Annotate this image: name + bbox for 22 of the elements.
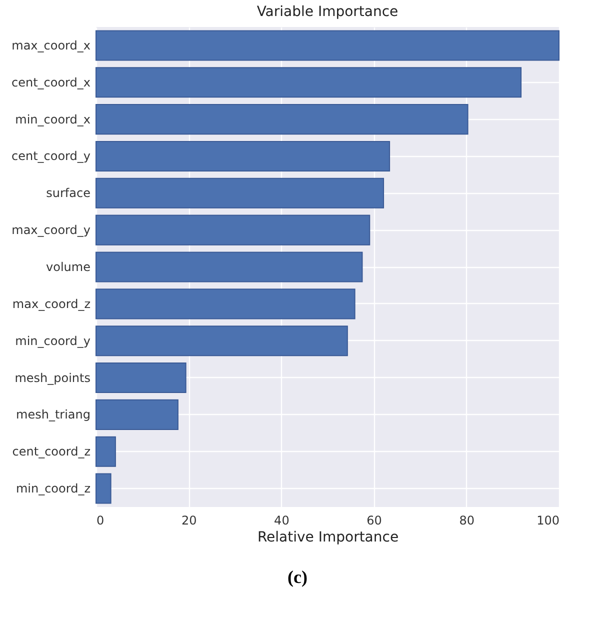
- text: (c): [286, 567, 308, 588]
- y-tick-label: min_coord_z: [16, 482, 90, 496]
- y-tick-label: min_coord_y: [15, 334, 90, 348]
- x-axis-title: Relative Importance: [257, 530, 399, 546]
- y-tick-label: max_coord_y: [12, 223, 90, 238]
- y-tick-label: mesh_points: [14, 370, 90, 385]
- x-tick-label: 40: [274, 514, 290, 528]
- y-tick-label: cent_coord_x: [11, 75, 90, 90]
- x-tick-label: 0: [96, 514, 104, 528]
- y-tick-label: max_coord_z: [12, 296, 90, 311]
- y-tick-label: mesh_triang: [16, 408, 90, 422]
- y-tick-label: surface: [46, 186, 90, 200]
- y-tick-label: volume: [46, 260, 90, 274]
- x-tick-label: 20: [181, 514, 197, 528]
- y-tick-label: cent_coord_y: [11, 149, 90, 164]
- y-tick-label: max_coord_x: [12, 38, 90, 52]
- x-tick-label: 100: [536, 514, 560, 528]
- x-tick-label: 60: [366, 514, 382, 528]
- x-tick-label: 80: [459, 514, 475, 528]
- y-tick-label: min_coord_x: [15, 112, 90, 126]
- y-tick-label: cent_coord_z: [12, 444, 90, 459]
- chart-title: Variable Importance: [256, 4, 398, 20]
